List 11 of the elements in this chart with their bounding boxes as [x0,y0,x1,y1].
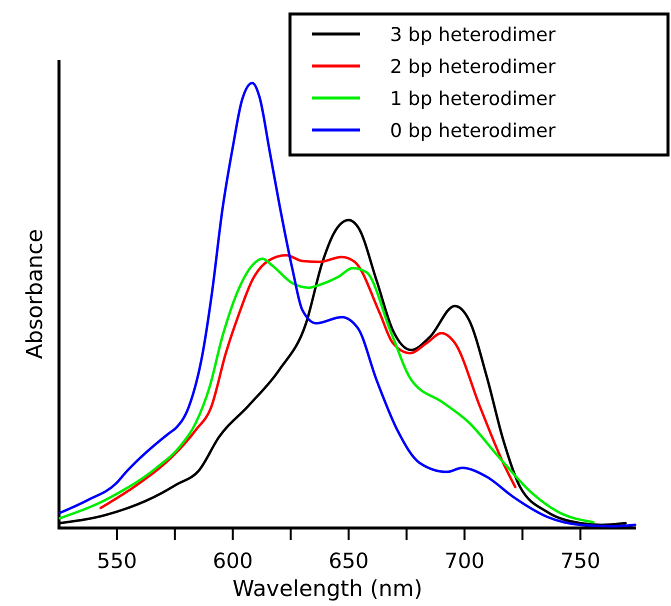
legend-label: 0 bp heterodimer [390,120,556,142]
legend-label: 2 bp heterodimer [390,56,556,78]
legend-label: 1 bp heterodimer [390,88,556,110]
x-tick-label: 550 [96,549,137,573]
x-axis-title: Wavelength (nm) [232,577,423,602]
y-axis-title: Absorbance [23,228,48,360]
x-tick-label: 700 [444,549,485,573]
x-tick-label: 600 [212,549,253,573]
x-tick-label: 750 [560,549,600,573]
legend-label: 3 bp heterodimer [390,24,556,46]
x-tick-label: 650 [328,549,369,573]
